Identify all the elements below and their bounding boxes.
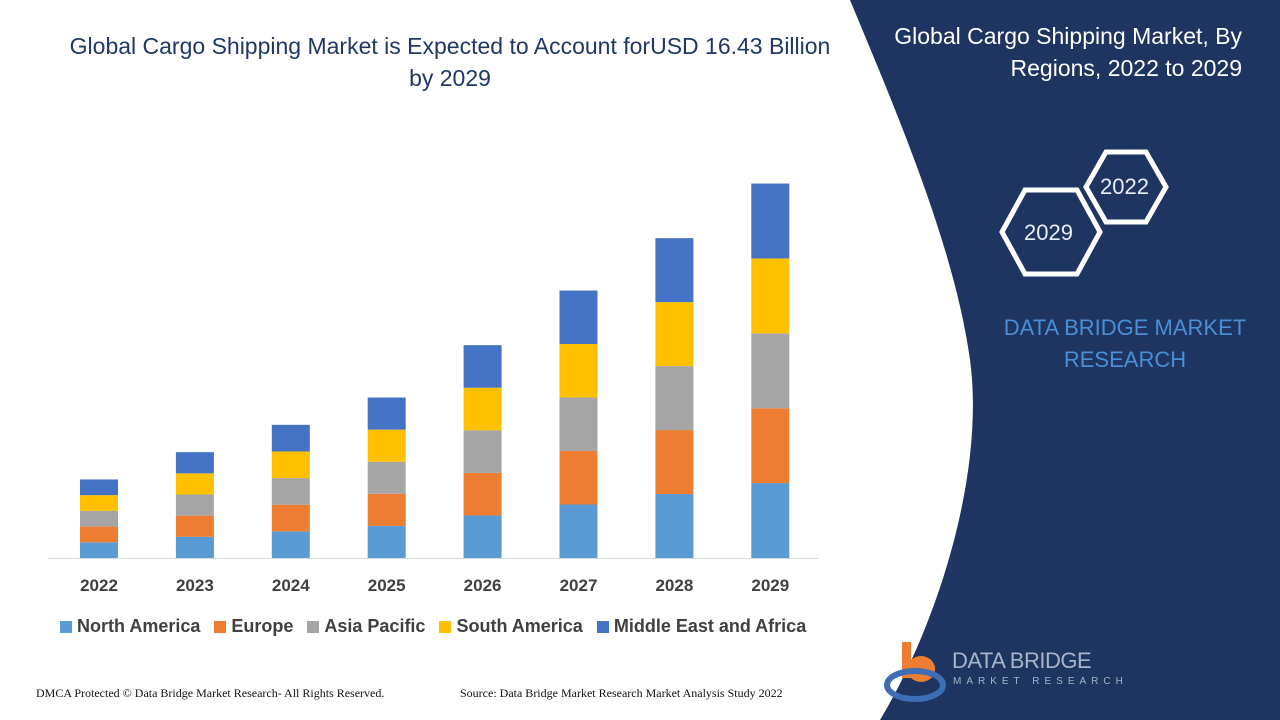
bar-2024-south-america: [271, 451, 310, 479]
bar-2025-europe: [367, 493, 406, 526]
bar-2023-asia-pacific: [175, 494, 214, 516]
bar-2022-south-america: [80, 495, 118, 511]
logo-name: DATA BRIDGE: [952, 648, 1092, 673]
bar-2026-europe: [463, 472, 502, 516]
x-tick-label: 2024: [271, 576, 310, 595]
legend-label: Asia Pacific: [324, 616, 426, 636]
bar-2026-middle-east-and-africa: [463, 345, 502, 388]
bar-2027-europe: [559, 451, 598, 505]
legend-item: Asia Pacific: [307, 616, 425, 637]
side-panel-title: Global Cargo Shipping Market, By Regions…: [894, 23, 1242, 81]
bar-2022-middle-east-and-africa: [80, 479, 118, 496]
legend-swatch: [439, 620, 452, 633]
bar-2028-middle-east-and-africa: [655, 238, 694, 303]
bar-2024-north-america: [271, 531, 310, 558]
bar-2028-south-america: [655, 302, 694, 367]
logo-subtitle: MARKET RESEARCH: [953, 676, 1128, 687]
side-panel: [850, 0, 1280, 720]
legend-label: Middle East and Africa: [613, 616, 807, 636]
legend-label: Europe: [231, 616, 294, 636]
bar-2022-north-america: [80, 542, 118, 558]
bar-2027-north-america: [559, 504, 598, 558]
legend-label: North America: [77, 616, 201, 636]
bar-2023-north-america: [175, 536, 214, 558]
bars: [80, 183, 790, 558]
legend-item: Europe: [214, 616, 293, 637]
hex-label-2029: 2029: [1024, 220, 1073, 245]
brand-text: DATA BRIDGE MARKET RESEARCH: [1003, 315, 1247, 372]
bar-2022-europe: [80, 526, 118, 543]
legend-swatch: [596, 620, 609, 633]
legend: North America Europe Asia Pacific South Ame…: [60, 616, 806, 637]
legend-swatch: [214, 620, 227, 633]
bar-2029-north-america: [751, 483, 790, 558]
legend-swatch: [307, 620, 320, 633]
bar-2026-south-america: [463, 387, 502, 431]
bar-2029-europe: [751, 408, 790, 484]
x-tick-label: 2023: [175, 576, 214, 595]
bar-2027-south-america: [559, 344, 598, 398]
bar-2029-asia-pacific: [751, 333, 790, 409]
hex-label-2022: 2022: [1100, 174, 1149, 199]
bar-2024-europe: [271, 504, 310, 532]
x-tick-label: 2026: [463, 576, 502, 595]
hexagon-2029: [999, 187, 1103, 277]
bar-2024-asia-pacific: [271, 478, 310, 505]
logo-icon: [884, 642, 946, 702]
bar-2029-middle-east-and-africa: [751, 183, 790, 259]
x-tick-label: 2027: [559, 576, 598, 595]
bar-2028-north-america: [655, 494, 694, 558]
x-tick-label: 2028: [655, 576, 694, 595]
bar-2025-north-america: [367, 525, 406, 558]
bar-2025-middle-east-and-africa: [367, 397, 406, 430]
legend-item: Middle East and Africa: [596, 616, 807, 637]
bar-2029-south-america: [751, 258, 790, 334]
bar-2024-middle-east-and-africa: [271, 424, 310, 452]
legend-label: South America: [456, 616, 583, 636]
bar-2028-europe: [655, 430, 694, 495]
bar-2023-europe: [175, 515, 214, 537]
x-tick-label: 2022: [80, 576, 118, 595]
bar-2026-asia-pacific: [463, 430, 502, 473]
chart-title: Global Cargo Shipping Market is Expected…: [69, 33, 831, 91]
legend-item: North America: [60, 616, 200, 637]
bar-2025-south-america: [367, 429, 406, 462]
bar-2023-middle-east-and-africa: [175, 452, 214, 474]
bar-2026-north-america: [463, 515, 502, 558]
bar-2027-asia-pacific: [559, 397, 598, 452]
bar-2023-south-america: [175, 473, 214, 495]
x-tick-label: 2025: [367, 576, 406, 595]
hexagon-2022: [1083, 149, 1169, 225]
bar-2025-asia-pacific: [367, 461, 406, 494]
source-text: Source: Data Bridge Market Research Mark…: [460, 686, 783, 700]
x-tick-label: 2029: [751, 576, 790, 595]
legend-swatch: [60, 620, 72, 633]
copyright-text: DMCA Protected © Data Bridge Market Rese…: [36, 686, 385, 700]
bar-2027-middle-east-and-africa: [559, 290, 598, 345]
bar-2022-asia-pacific: [80, 510, 118, 527]
bar-2028-asia-pacific: [655, 366, 694, 431]
legend-item: South America: [439, 616, 583, 637]
